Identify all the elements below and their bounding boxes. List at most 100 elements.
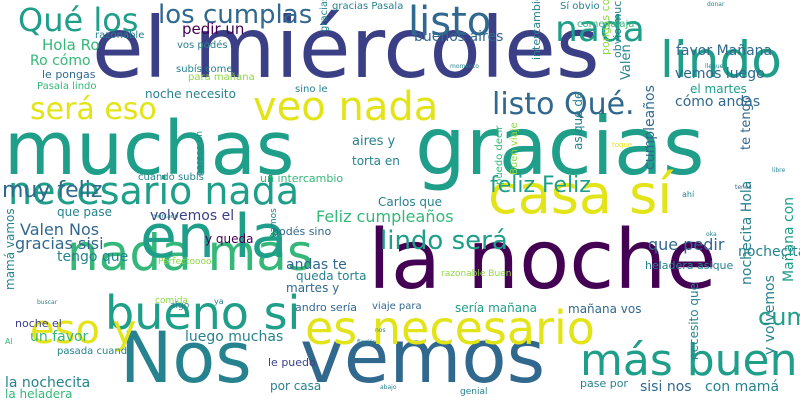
- word: para mañana: [188, 72, 255, 83]
- word: favor Mañana: [676, 43, 773, 59]
- word: gracias sisi: [15, 234, 104, 253]
- word: nada: [555, 9, 645, 50]
- word: martes y: [286, 281, 340, 295]
- word: necesario nada: [8, 169, 300, 213]
- word: nos: [375, 327, 386, 334]
- word: lindo: [660, 31, 782, 89]
- word: intercambio más: [530, 0, 543, 60]
- word: listo: [408, 0, 492, 45]
- word: momento: [450, 63, 479, 70]
- word: buenos aires: [414, 29, 504, 45]
- word: con mamá: [705, 379, 780, 395]
- word: cómo andas: [675, 94, 761, 110]
- word: pasada cuando: [57, 346, 134, 357]
- word: tenés: [735, 184, 752, 191]
- word: muy feliz: [2, 178, 103, 203]
- word: come jajaja: [577, 19, 635, 30]
- word: cumplas muy: [758, 303, 800, 331]
- word: abajo: [380, 384, 397, 391]
- word: que pedir: [648, 235, 725, 254]
- word: subís come: [176, 64, 233, 75]
- word: noche necesito: [145, 87, 236, 101]
- word: queda torta: [296, 269, 367, 283]
- word: vamos: [269, 208, 279, 238]
- word: listo Qué.: [492, 87, 635, 122]
- word: mamá vamos: [3, 208, 17, 290]
- word: donar: [707, 1, 725, 8]
- word: veo nada: [253, 84, 439, 130]
- word: muchas: [4, 106, 295, 192]
- word: la heladera: [5, 387, 73, 400]
- word: comida: [155, 296, 188, 306]
- word: andro sería: [295, 301, 358, 314]
- word: pedir un: [182, 20, 245, 38]
- word: Pasala lindo: [37, 81, 97, 92]
- word: casa sí: [488, 163, 673, 226]
- word: le puedo: [268, 356, 316, 369]
- word: nada más: [67, 224, 313, 282]
- word: sería mañana: [455, 301, 538, 315]
- word: sisi nos: [640, 379, 692, 395]
- word: la noche: [368, 213, 717, 308]
- word: Buen viaje: [509, 122, 520, 175]
- word: vemos: [300, 314, 546, 400]
- word: un favor: [30, 329, 89, 345]
- word: y volvemos: [762, 275, 778, 355]
- word: libre: [772, 167, 786, 174]
- word: el martes: [690, 82, 747, 96]
- word: oka: [706, 231, 717, 238]
- word: parece un: [195, 130, 205, 176]
- word: cuando subís: [138, 172, 204, 183]
- word: cumpleaños: [642, 85, 658, 170]
- word: en la: [140, 202, 288, 272]
- word: llegue: [705, 63, 724, 70]
- word: bueno si: [105, 286, 301, 340]
- word: la nochecita: [5, 375, 91, 391]
- word: toque: [612, 141, 633, 149]
- word: luego muchas: [185, 329, 284, 345]
- word: un intercambio: [260, 172, 344, 185]
- word: mercado: [152, 213, 179, 220]
- word: que pase: [57, 205, 113, 219]
- word: los cumplas: [158, 0, 313, 30]
- word: Nos: [120, 317, 252, 399]
- word: volvemos el: [150, 208, 235, 224]
- word: podés sino: [272, 225, 332, 238]
- word: Al: [5, 337, 13, 346]
- word: gracias Pasala: [332, 1, 404, 12]
- word: gracias Pasala: [319, 0, 330, 32]
- word: Qué los: [18, 1, 139, 39]
- word: nochecita Hola: [738, 244, 800, 260]
- word: vos podés: [177, 40, 228, 51]
- word: puedo decir: [494, 125, 505, 185]
- word: te tengo: [739, 95, 754, 150]
- word: ya: [214, 297, 224, 306]
- word: algo: [170, 301, 190, 311]
- word: tengo que: [57, 249, 129, 265]
- word: Valen Nos: [20, 220, 100, 239]
- word: Ro cómo: [30, 53, 91, 69]
- word: feliz Feliz: [490, 173, 591, 198]
- word: ahí: [682, 190, 695, 199]
- word: asique de: [571, 91, 585, 150]
- word: andas te: [286, 257, 347, 273]
- word: torta en: [352, 154, 400, 168]
- word: necesito que: [687, 282, 701, 360]
- word: Perfectoooo: [158, 257, 212, 267]
- word: aires y: [352, 134, 396, 149]
- word: mañana vos: [568, 302, 642, 316]
- word: heladera asique: [645, 259, 734, 272]
- word: es necesario: [305, 301, 595, 355]
- word: Hola Ro: [42, 36, 100, 54]
- word: genial: [460, 387, 488, 397]
- word: sino le: [295, 84, 328, 95]
- word: noche el: [15, 317, 62, 330]
- word: viaje para: [372, 301, 422, 312]
- word: gracias: [415, 100, 705, 193]
- word: razonable Buen: [441, 269, 512, 279]
- word: lindo será: [380, 226, 508, 256]
- word: vemos luego: [675, 66, 765, 82]
- word: buscar: [37, 299, 58, 306]
- word: razonable: [95, 30, 145, 41]
